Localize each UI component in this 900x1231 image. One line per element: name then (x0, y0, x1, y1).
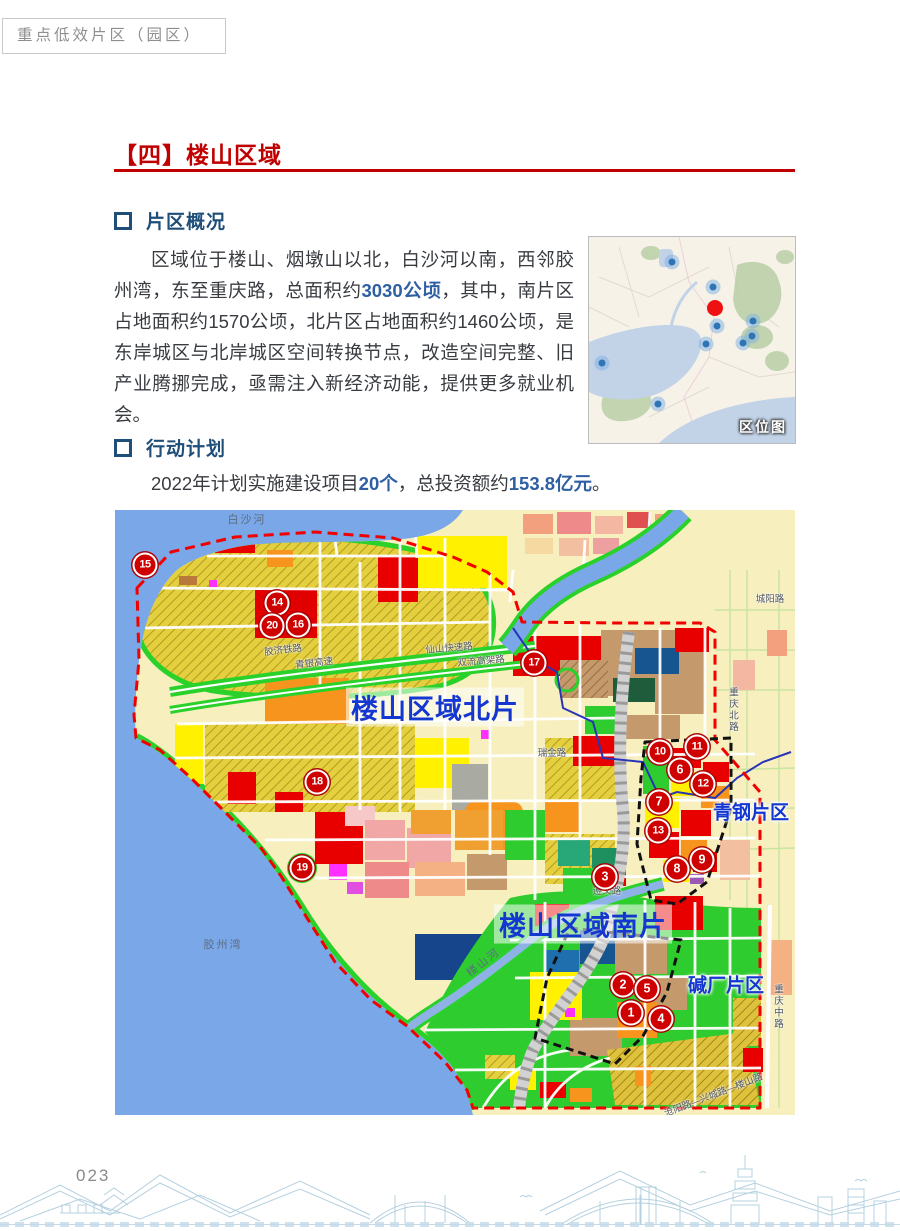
map-marker-5: 5 (636, 978, 658, 1000)
action-heading: 行动计划 (114, 434, 226, 461)
square-bullet-icon (114, 438, 132, 457)
locator-area-dot (598, 359, 606, 367)
map-marker-6: 6 (669, 759, 691, 781)
overview-heading: 片区概况 (114, 207, 226, 234)
map-marker-11: 11 (686, 736, 708, 758)
action-line: 2022年计划实施建设项目20个，总投资额约153.8亿元。 (114, 468, 796, 499)
map-label: 遵义路 (592, 886, 622, 897)
page-number: 023 (76, 1166, 111, 1185)
locator-area-dot (713, 322, 721, 330)
square-bullet-icon (114, 211, 132, 230)
footer-dash-strip (0, 1222, 900, 1227)
locator-current-area-dot (707, 300, 723, 316)
highlight-value: 20个 (358, 473, 398, 494)
locator-caption: 区位图 (739, 419, 787, 435)
locator-map: 区位图 (588, 236, 796, 444)
locator-area-dot (654, 400, 662, 408)
map-marker-14: 14 (266, 592, 288, 614)
map-marker-3: 3 (594, 866, 616, 888)
text-segment: 2022年计划实施建设项目 (151, 473, 359, 494)
locator-map-image (589, 237, 795, 443)
map-marker-10: 10 (649, 741, 671, 763)
section-title-underline (114, 169, 795, 172)
overview-paragraph: 区域位于楼山、烟墩山以北，白沙河以南，西邻胶州湾，东至重庆路，总面积约3030公… (114, 244, 796, 430)
footer-skyline-art (0, 1155, 900, 1225)
text-segment: ，其中，南片区占地面积约1570公顷，北片区占地面积约1460公顷，是东岸城区与… (114, 280, 574, 425)
locator-area-dot (702, 340, 710, 348)
locator-area-dot (739, 339, 747, 347)
map-label: 碱厂片区 (687, 975, 765, 997)
map-label: 楼山区域北片 (346, 687, 524, 727)
zoning-map-image (115, 510, 795, 1115)
map-marker-9: 9 (691, 849, 713, 871)
map-label: 瑞金路 (537, 748, 567, 759)
map-label: 青钢片区 (712, 802, 790, 824)
map-marker-1: 1 (620, 1002, 642, 1024)
map-marker-19: 19 (291, 857, 313, 879)
action-heading-label: 行动计划 (146, 439, 227, 460)
highlight-value: 3030公顷 (361, 280, 442, 301)
map-marker-15: 15 (134, 554, 156, 576)
locator-area-dot (709, 283, 717, 291)
map-marker-4: 4 (650, 1008, 672, 1030)
map-label: 胶州湾 (203, 939, 243, 951)
locator-area-dot (749, 317, 757, 325)
zoning-map: 楼山区域北片 楼山区域南片 青钢片区 碱厂片区 白沙河 胶州湾 楼山河 胶济铁路 青银高速 仙山快… (115, 510, 795, 1115)
section-title: 【四】楼山区域 (114, 142, 282, 168)
page-header-tag: 重点低效片区（园区） (2, 18, 226, 54)
overview-heading-label: 片区概况 (146, 212, 227, 233)
map-marker-20: 20 (261, 615, 283, 637)
highlight-value: 153.8亿元 (508, 473, 593, 494)
text-segment: 。 (592, 473, 611, 494)
map-marker-7: 7 (648, 791, 670, 813)
overview-content: 区位图 区域位于楼山、烟墩山以北，白沙河以南，西邻胶州湾，东至重庆路，总面积约3… (114, 236, 796, 452)
map-marker-12: 12 (692, 773, 714, 795)
locator-area-dot (668, 258, 676, 266)
map-label: 重庆中路 (772, 984, 783, 1030)
text-segment: ，总投资额约 (397, 473, 509, 494)
text-segment: 区域位于楼山、烟墩山以北，白沙河以南，西邻胶州湾，东至重庆路，总面积约 (114, 249, 574, 301)
map-marker-2: 2 (612, 974, 634, 996)
map-label: 楼山区域南片 (494, 904, 672, 944)
map-marker-18: 18 (306, 771, 328, 793)
map-label: 白沙河 (227, 514, 267, 526)
map-marker-17: 17 (523, 652, 545, 674)
map-marker-13: 13 (647, 820, 669, 842)
map-label: 重庆北路 (727, 687, 738, 733)
map-label: 城阳路 (755, 594, 785, 605)
map-marker-8: 8 (666, 858, 688, 880)
map-marker-16: 16 (287, 614, 309, 636)
locator-area-dot (748, 332, 756, 340)
